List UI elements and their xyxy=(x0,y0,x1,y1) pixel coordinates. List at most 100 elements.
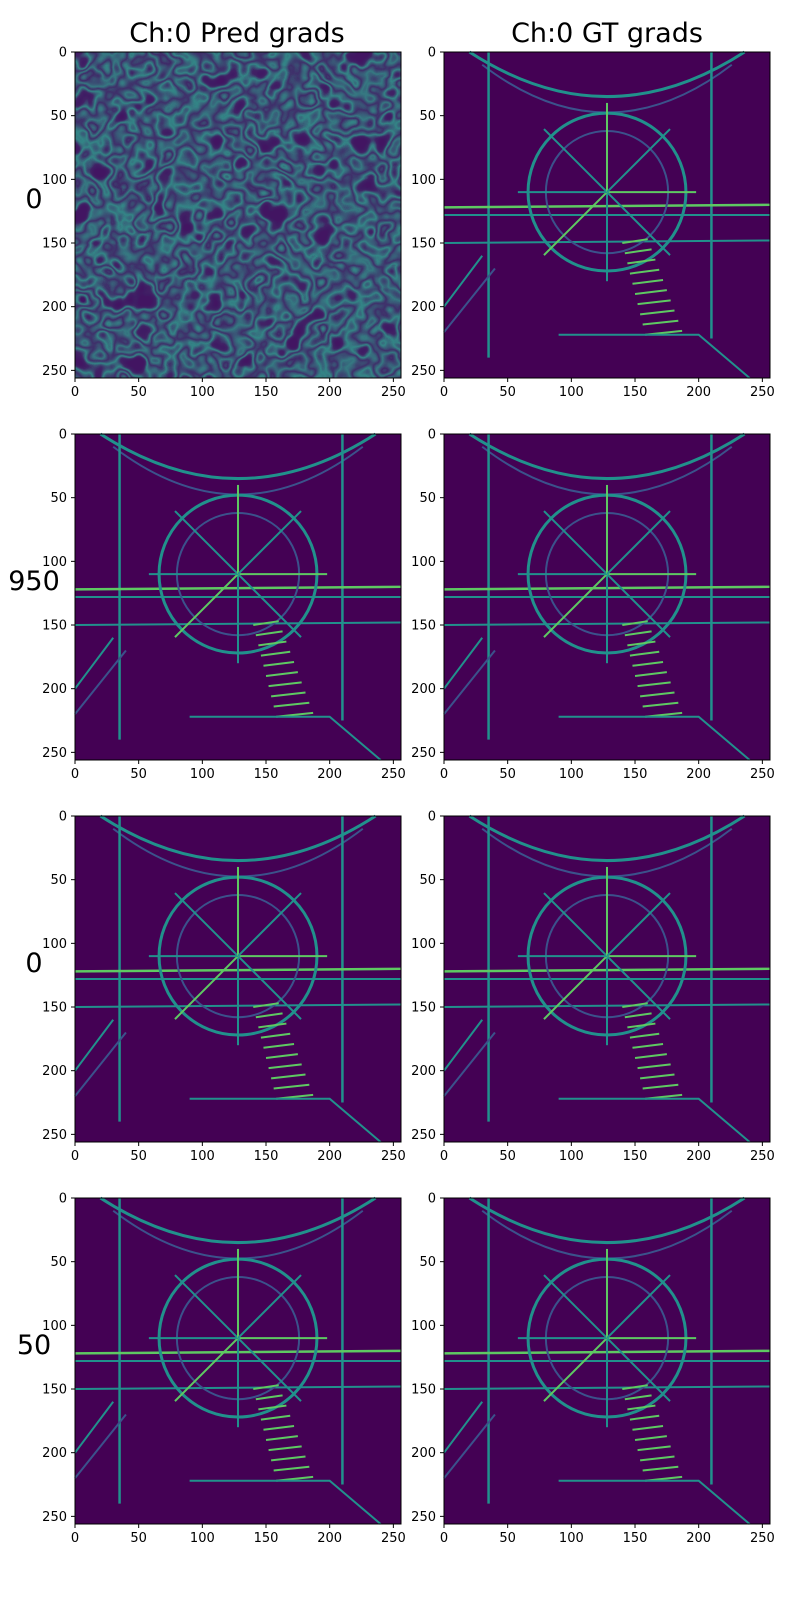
y-tick-label: 100 xyxy=(411,937,436,952)
edge-left-slant xyxy=(443,255,484,308)
x-tick-label: 200 xyxy=(317,1531,342,1546)
edge-plank xyxy=(639,1455,675,1462)
edge-plank xyxy=(634,1053,667,1059)
edge-plank xyxy=(265,1053,298,1059)
x-tick-label: 200 xyxy=(317,1149,342,1164)
y-tick-label: 200 xyxy=(42,1446,67,1461)
edge-plank xyxy=(634,671,667,677)
edge-wheel-spoke xyxy=(543,128,608,193)
column-title-pred: Ch:0 Pred grads xyxy=(129,18,344,49)
edge-wheel-spoke xyxy=(543,1274,608,1339)
edge-wheel-spoke xyxy=(606,128,671,193)
y-tick-label: 100 xyxy=(42,173,67,188)
edge-plank xyxy=(637,1063,671,1070)
edge-plank xyxy=(624,1394,652,1401)
x-tick-label: 0 xyxy=(71,767,79,782)
y-tick-label: 250 xyxy=(42,1510,67,1525)
y-tick-label: 100 xyxy=(411,173,436,188)
edge-plank xyxy=(642,701,679,708)
edge-plank xyxy=(629,1032,660,1039)
edge-skylight xyxy=(189,1479,382,1525)
heatmap-panel: 0 50 100 150 200 250 0 50 100 150 200 250 xyxy=(42,46,406,401)
edge-left-slant xyxy=(74,1401,115,1454)
y-tick-label: 250 xyxy=(411,1128,436,1143)
y-tick-label: 250 xyxy=(411,1510,436,1525)
edge-plank xyxy=(268,1063,302,1070)
y-tick-label: 50 xyxy=(419,873,436,888)
x-tick-label: 150 xyxy=(623,1149,648,1164)
edge-plank xyxy=(632,1042,664,1049)
x-tick-label: 0 xyxy=(440,1149,448,1164)
x-tick-label: 150 xyxy=(254,1531,279,1546)
edge-plank xyxy=(632,278,664,285)
heatmap-panel: 0 50 100 150 200 250 0 50 100 150 200 250 xyxy=(411,810,775,1165)
y-tick-label: 250 xyxy=(42,364,67,379)
edge-plank xyxy=(268,1445,302,1452)
edge-skylight xyxy=(558,333,751,379)
y-tick-label: 150 xyxy=(411,237,436,252)
edge-wheel-spoke xyxy=(174,1337,239,1402)
y-tick-label: 100 xyxy=(411,1319,436,1334)
y-tick-label: 0 xyxy=(59,428,67,443)
edge-plank xyxy=(273,1465,310,1472)
edge-plank xyxy=(629,1414,660,1421)
edge-plank xyxy=(634,289,667,295)
edge-wheel-spoke xyxy=(237,573,302,638)
edge-top-arc xyxy=(468,432,746,481)
edge-plank xyxy=(629,268,660,275)
edge-plank xyxy=(258,640,287,647)
x-tick-label: 150 xyxy=(254,385,279,400)
edge-wheel-spoke xyxy=(606,510,671,575)
x-tick-label: 0 xyxy=(440,1531,448,1546)
axes-frame xyxy=(74,51,402,379)
column-title-gt: Ch:0 GT grads xyxy=(511,18,703,49)
edge-plank xyxy=(634,1435,667,1441)
edge-wheel-spoke xyxy=(606,1337,671,1402)
y-tick-label: 50 xyxy=(50,109,67,124)
y-tick-label: 200 xyxy=(42,300,67,315)
edge-left-slant xyxy=(74,1413,127,1479)
edge-wheel-spoke xyxy=(174,573,239,638)
edge-top-arc xyxy=(99,1196,377,1245)
y-tick-label: 100 xyxy=(42,555,67,570)
y-tick-label: 200 xyxy=(42,1064,67,1079)
x-tick-label: 150 xyxy=(254,767,279,782)
y-tick-label: 250 xyxy=(42,746,67,761)
row-label-3: 50 xyxy=(17,1330,51,1361)
heatmap-panel: 0 50 100 150 200 250 0 50 100 150 200 250 xyxy=(42,1192,406,1547)
y-tick-label: 150 xyxy=(411,619,436,634)
axes-frame xyxy=(74,433,402,761)
edge-plank xyxy=(273,701,310,708)
edge-plank xyxy=(627,1404,656,1411)
edge-plank xyxy=(642,319,679,326)
edge-plank xyxy=(263,1042,295,1049)
edge-plank xyxy=(253,1002,279,1009)
edge-wheel-spoke xyxy=(543,573,608,638)
edge-plank xyxy=(255,1394,283,1401)
edge-skylight xyxy=(558,1097,751,1143)
edge-plank xyxy=(255,1012,283,1019)
x-tick-label: 250 xyxy=(750,1531,775,1546)
edge-plank xyxy=(263,1424,295,1431)
edge-plank xyxy=(260,1032,291,1039)
y-tick-label: 250 xyxy=(42,1128,67,1143)
x-tick-label: 50 xyxy=(499,767,516,782)
y-tick-label: 0 xyxy=(428,428,436,443)
y-tick-label: 50 xyxy=(50,873,67,888)
y-tick-label: 50 xyxy=(419,1255,436,1270)
x-tick-label: 250 xyxy=(750,385,775,400)
edge-left-slant xyxy=(443,637,484,690)
edge-plank xyxy=(632,1424,664,1431)
edge-plank xyxy=(253,1384,279,1391)
x-tick-label: 100 xyxy=(559,1149,584,1164)
edge-left-slant xyxy=(443,649,496,715)
x-tick-label: 50 xyxy=(130,385,147,400)
edge-plank xyxy=(253,620,279,627)
edge-plank xyxy=(258,1022,287,1029)
x-tick-label: 200 xyxy=(686,767,711,782)
x-tick-label: 150 xyxy=(623,385,648,400)
x-tick-label: 200 xyxy=(686,385,711,400)
edge-plank xyxy=(622,1384,648,1391)
edge-left-slant xyxy=(443,1019,484,1072)
edge-top-arc xyxy=(99,814,377,863)
